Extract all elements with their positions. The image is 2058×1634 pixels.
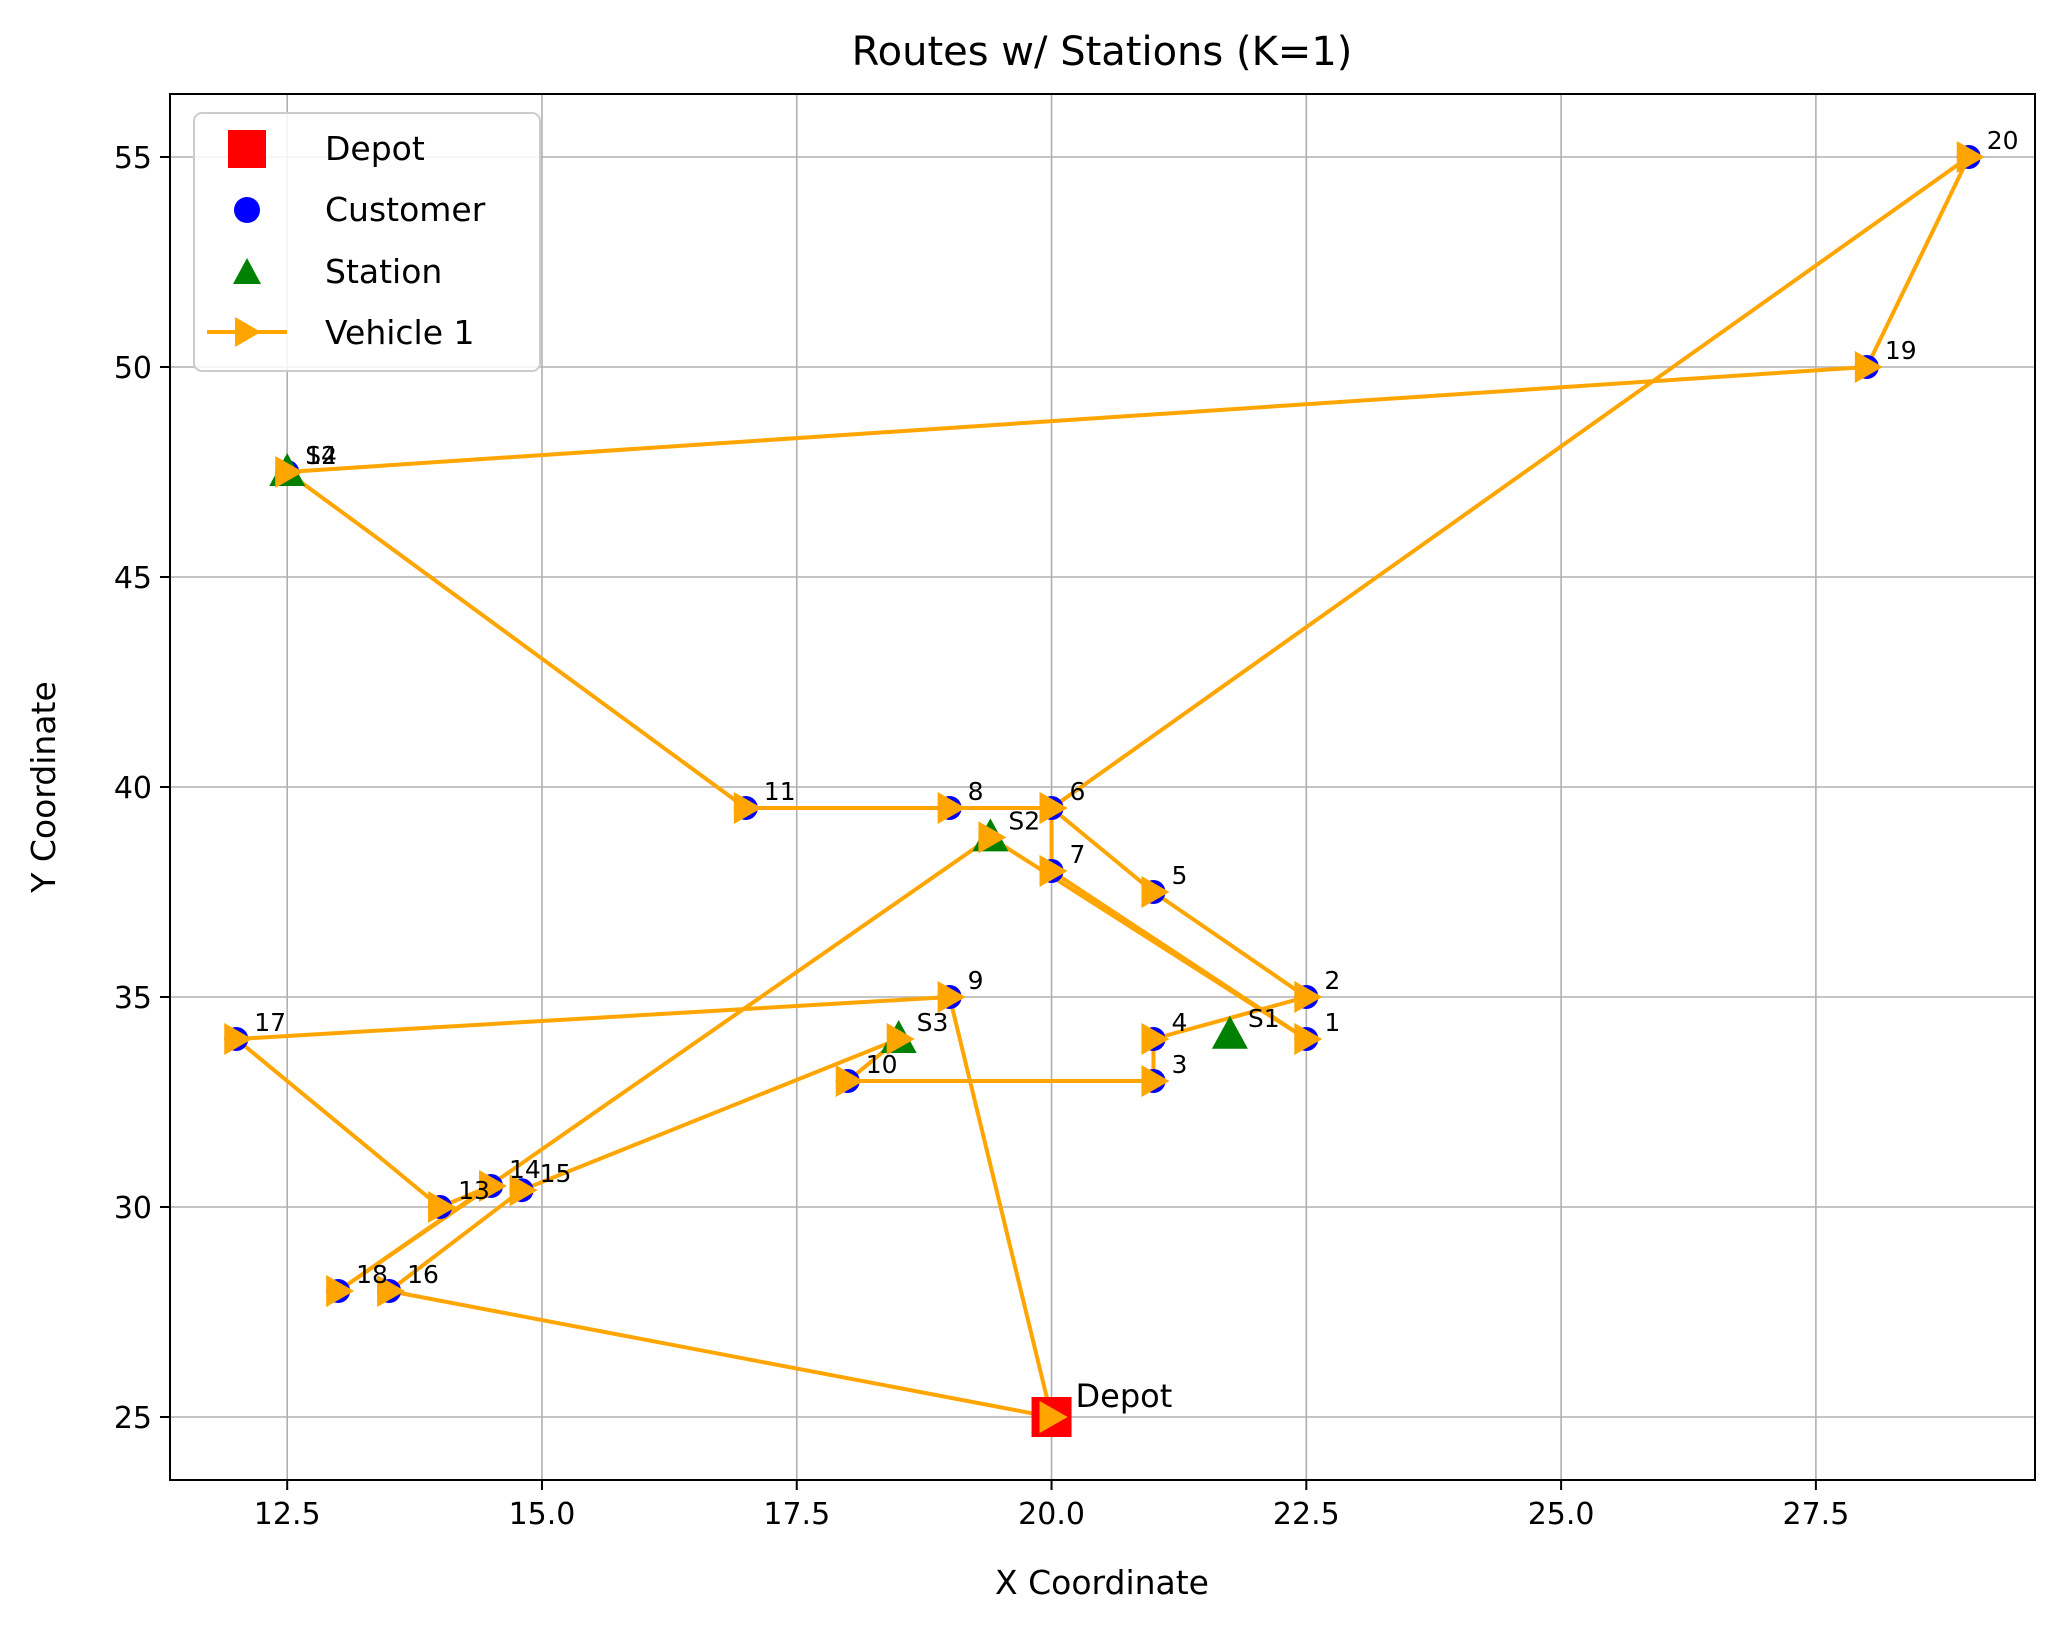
route-arrow-marker xyxy=(428,1191,457,1223)
customer-label: 5 xyxy=(1171,861,1187,890)
depot-label: Depot xyxy=(1076,1377,1173,1415)
station-label: S2 xyxy=(1008,806,1040,835)
legend-depot: Depot xyxy=(325,129,425,168)
axis-ticks: 12.5 15.0 17.5 20.0 22.5 25.0 27.5253035404550… xyxy=(114,141,1849,1532)
y-tick-label: 55 xyxy=(114,141,152,176)
customer-label: 13 xyxy=(458,1176,490,1205)
station-label: S3 xyxy=(917,1008,949,1037)
route-arrow-marker xyxy=(886,1023,915,1055)
y-tick-label: 35 xyxy=(114,981,152,1016)
customer-label: 10 xyxy=(866,1050,898,1079)
route-arrow-marker xyxy=(1956,141,1985,173)
legend-vehicle-arrow-icon xyxy=(235,317,261,347)
route-arrow-marker xyxy=(1854,351,1883,383)
x-tick-label: 20.0 xyxy=(1018,1497,1085,1532)
station-label: S1 xyxy=(1248,1004,1280,1033)
legend-station-triangle-icon xyxy=(233,258,261,284)
route-arrow-marker xyxy=(1039,1401,1068,1433)
legend-vehicle-1: Vehicle 1 xyxy=(325,313,475,352)
x-axis-label: X Coordinate xyxy=(995,1563,1209,1602)
route-arrows xyxy=(224,141,1985,1433)
x-tick-label: 15.0 xyxy=(509,1497,576,1532)
x-tick-label: 17.5 xyxy=(763,1497,830,1532)
customer-label: 1 xyxy=(1324,1008,1340,1037)
route-arrow-marker xyxy=(937,792,966,824)
customer-label: 17 xyxy=(254,1008,286,1037)
y-axis-label: Y Coordinate xyxy=(24,681,63,894)
route-arrow-marker xyxy=(1294,1023,1323,1055)
route-arrow-marker xyxy=(1141,1023,1170,1055)
customer-label: 2 xyxy=(1324,966,1340,995)
customer-label: 18 xyxy=(356,1260,388,1289)
route-arrow-marker xyxy=(275,456,304,488)
customer-label: 6 xyxy=(1070,777,1086,806)
legend-customer: Customer xyxy=(325,190,486,229)
point-labels: 1234567891011121314151617181920S1S2S3S4D… xyxy=(254,126,2018,1415)
x-tick-label: 12.5 xyxy=(254,1497,321,1532)
y-tick-label: 45 xyxy=(114,561,152,596)
customer-label: 19 xyxy=(1885,336,1917,365)
route-arrow-marker xyxy=(479,1170,508,1202)
station-point xyxy=(1211,1015,1248,1049)
station-label: S4 xyxy=(305,441,337,470)
y-tick-label: 50 xyxy=(114,351,152,386)
customer-label: 11 xyxy=(764,777,796,806)
route-arrow-marker xyxy=(509,1174,538,1207)
route-arrow-marker xyxy=(835,1065,864,1097)
grid xyxy=(170,94,2035,1480)
route-arrow-marker xyxy=(1039,792,1068,824)
route-arrow-marker xyxy=(937,981,966,1013)
route-arrow-marker xyxy=(1039,855,1068,887)
x-tick-label: 25.0 xyxy=(1528,1497,1595,1532)
customer-label: 9 xyxy=(968,966,984,995)
x-tick-label: 27.5 xyxy=(1782,1497,1849,1532)
legend: Depot Customer Station Vehicle 1 xyxy=(193,112,541,372)
customer-label: 8 xyxy=(968,777,984,806)
customer-label: 3 xyxy=(1171,1050,1187,1079)
legend-station: Station xyxy=(325,252,442,291)
legend-customer-dot-icon xyxy=(234,197,260,223)
customer-label: 15 xyxy=(540,1159,572,1188)
y-tick-label: 40 xyxy=(114,771,152,806)
route-arrow-marker xyxy=(1294,981,1323,1013)
route-arrow-marker xyxy=(733,792,762,824)
route-arrow-marker xyxy=(1141,1065,1170,1097)
legend-depot-square-icon xyxy=(228,130,266,168)
customer-label: 14 xyxy=(509,1155,541,1184)
legend-box xyxy=(193,112,541,372)
customer-label: 20 xyxy=(1987,126,2019,155)
x-tick-label: 22.5 xyxy=(1273,1497,1340,1532)
customer-label: 7 xyxy=(1070,840,1086,869)
route-arrow-marker xyxy=(978,821,1007,854)
customer-label: 16 xyxy=(407,1260,439,1289)
route-arrow-marker xyxy=(326,1275,355,1307)
customer-label: 4 xyxy=(1171,1008,1187,1037)
y-tick-label: 25 xyxy=(114,1401,152,1436)
chart-title: Routes w/ Stations (K=1) xyxy=(852,29,1353,75)
route-arrow-marker xyxy=(377,1275,406,1307)
route-arrow-marker xyxy=(224,1023,253,1055)
customer-label: 12 xyxy=(305,441,337,470)
y-tick-label: 30 xyxy=(114,1191,152,1226)
route-arrow-marker xyxy=(1141,876,1170,908)
